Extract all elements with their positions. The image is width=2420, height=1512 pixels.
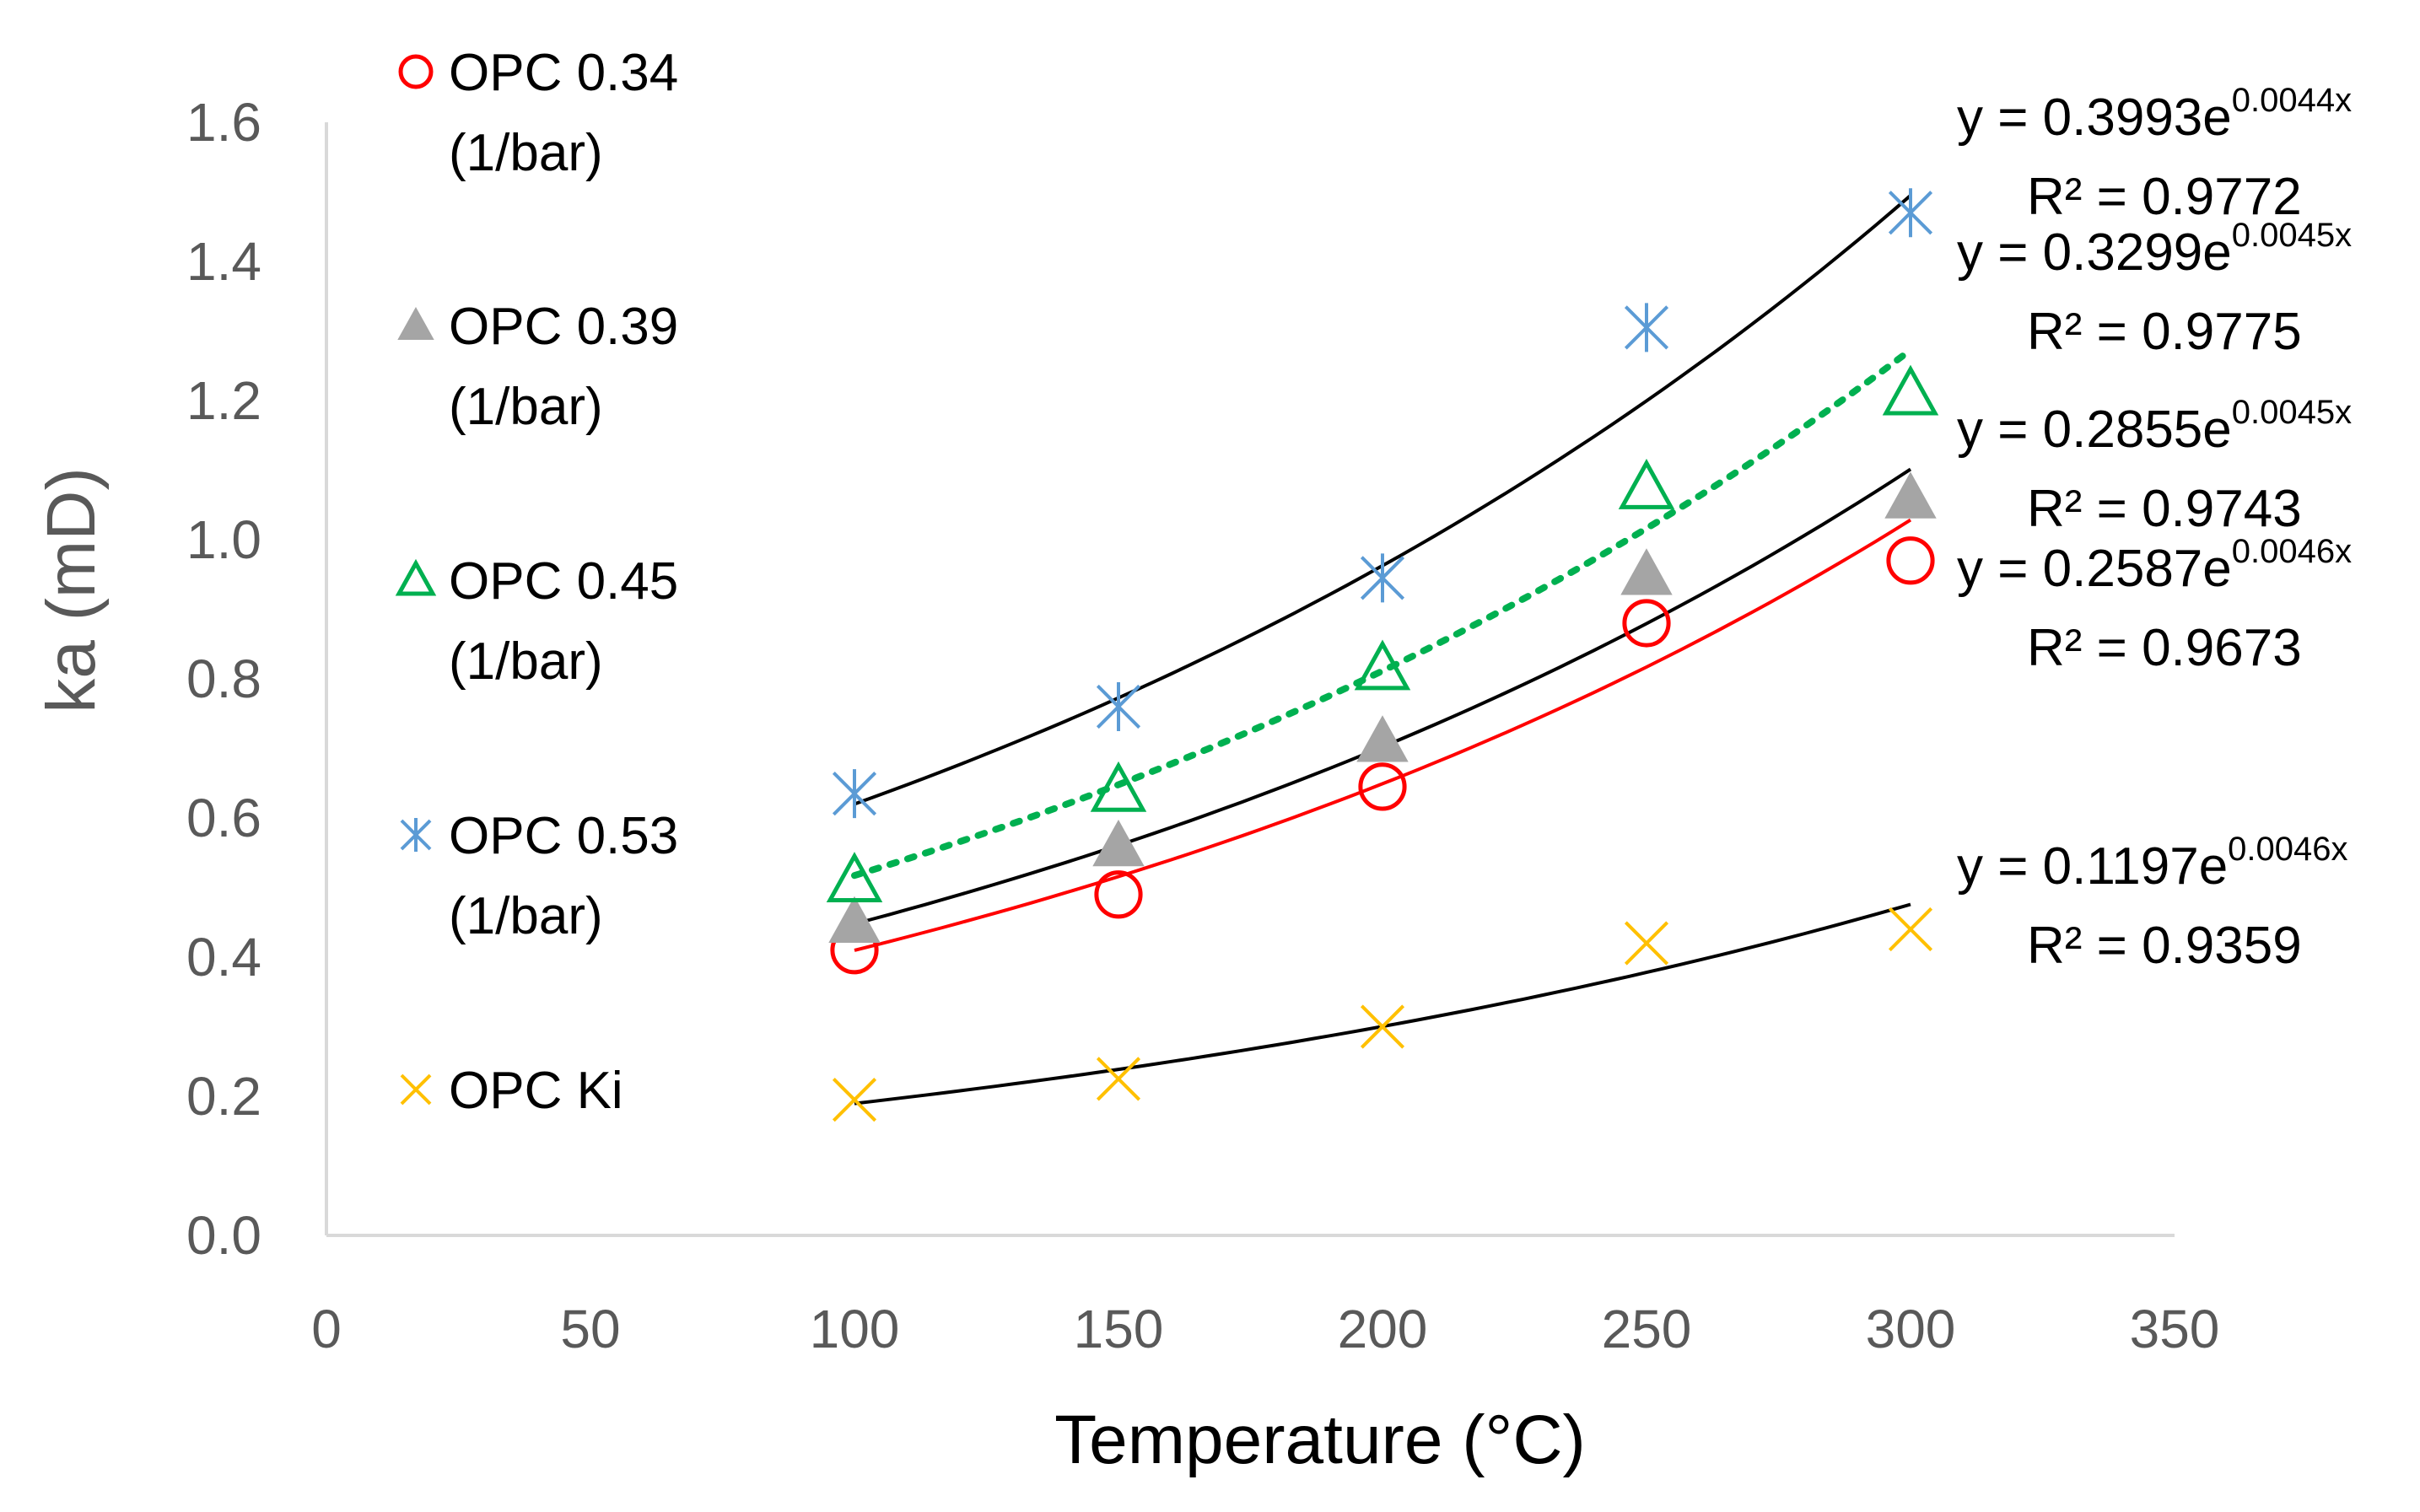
trendline-equation: y = 0.3993e0.0044x xyxy=(1957,82,2352,147)
legend-label: OPC 0.45 xyxy=(449,552,678,611)
data-point xyxy=(1884,471,1937,519)
x-tick-label: 300 xyxy=(1866,1299,1956,1359)
data-point xyxy=(1622,599,1671,648)
legend-label: OPC 0.53 xyxy=(449,807,678,865)
legend-label: OPC Ki xyxy=(449,1062,623,1120)
y-tick-label: 0.4 xyxy=(186,927,261,987)
data-point xyxy=(1358,762,1407,811)
data-point xyxy=(1096,1057,1141,1101)
data-point xyxy=(1886,536,1935,585)
data-point xyxy=(1618,458,1675,509)
legend: OPC 0.34 (1/bar) OPC 0.39 (1/bar) OPC 0.45 (1… xyxy=(395,44,678,1120)
x-tick-label: 150 xyxy=(1074,1299,1164,1359)
y-tick-label: 0.2 xyxy=(186,1066,261,1127)
axes: 0 50 100 150 200 250 300 350 0.0 0.2 0.4 0.6 0.8 1.0 1… xyxy=(186,92,2219,1359)
x-tick-label: 350 xyxy=(2130,1299,2220,1359)
trendline-equation: y = 0.1197e0.0046x xyxy=(1957,831,2348,896)
data-point xyxy=(1888,188,1933,238)
x-tick-label: 0 xyxy=(311,1299,342,1359)
legend-label-unit: (1/bar) xyxy=(449,124,603,182)
data-points xyxy=(826,188,1939,1122)
legend-marker xyxy=(400,1073,432,1106)
data-point xyxy=(1620,548,1673,595)
y-tick-label: 0.0 xyxy=(186,1205,261,1266)
data-point xyxy=(1354,639,1411,691)
legend-marker xyxy=(397,306,434,340)
trendline-equation: y = 0.3299e0.0045x xyxy=(1957,217,2352,282)
trendline-r-squared: R² = 0.9743 xyxy=(2027,480,2302,538)
data-point xyxy=(1624,303,1669,352)
y-tick-label: 1.0 xyxy=(186,509,261,570)
x-tick-label: 250 xyxy=(1602,1299,1692,1359)
trendline xyxy=(854,518,1912,952)
legend-label-unit: (1/bar) xyxy=(449,378,603,436)
trendline-r-squared: R² = 0.9775 xyxy=(2027,303,2302,361)
trendline-r-squared: R² = 0.9673 xyxy=(2027,619,2302,677)
legend-label-unit: (1/bar) xyxy=(449,632,603,691)
legend-marker xyxy=(398,54,434,89)
data-point xyxy=(1882,364,1939,416)
data-point xyxy=(832,769,877,819)
trendline-r-squared: R² = 0.9359 xyxy=(2027,917,2302,975)
y-axis-title: ka (mD) xyxy=(33,467,110,713)
x-tick-label: 200 xyxy=(1338,1299,1428,1359)
data-point xyxy=(1360,553,1405,603)
data-point xyxy=(1888,907,1933,952)
data-point xyxy=(1624,921,1669,966)
data-point xyxy=(832,1078,877,1122)
data-point xyxy=(1356,715,1409,762)
data-point xyxy=(1090,761,1147,812)
trendline-equation: y = 0.2587e0.0046x xyxy=(1957,533,2352,598)
data-point xyxy=(1360,1004,1405,1049)
trendline-equation: y = 0.2855e0.0045x xyxy=(1957,394,2352,459)
legend-label: OPC 0.39 xyxy=(449,298,678,356)
x-tick-label: 50 xyxy=(560,1299,620,1359)
data-point xyxy=(826,852,883,902)
y-tick-label: 0.8 xyxy=(186,648,261,709)
y-tick-label: 1.4 xyxy=(186,231,261,292)
data-point xyxy=(1096,682,1141,731)
data-point xyxy=(1094,870,1143,919)
trendline-equations: y = 0.2587e0.0046x R² = 0.9673 y = 0.2855e… xyxy=(1957,82,2352,975)
x-tick-label: 100 xyxy=(810,1299,900,1359)
legend-label-unit: (1/bar) xyxy=(449,887,603,945)
legend-marker xyxy=(400,818,432,852)
y-tick-label: 1.2 xyxy=(186,370,261,431)
data-point xyxy=(828,896,881,943)
trendline-r-squared: R² = 0.9772 xyxy=(2027,168,2302,226)
data-point xyxy=(1092,819,1145,867)
legend-label: OPC 0.34 xyxy=(449,44,678,102)
y-tick-label: 1.6 xyxy=(186,92,261,153)
trendline xyxy=(851,347,1914,880)
y-tick-label: 0.6 xyxy=(186,788,261,848)
legend-marker xyxy=(395,558,437,596)
x-axis-title: Temperature (°C) xyxy=(1054,1402,1586,1478)
